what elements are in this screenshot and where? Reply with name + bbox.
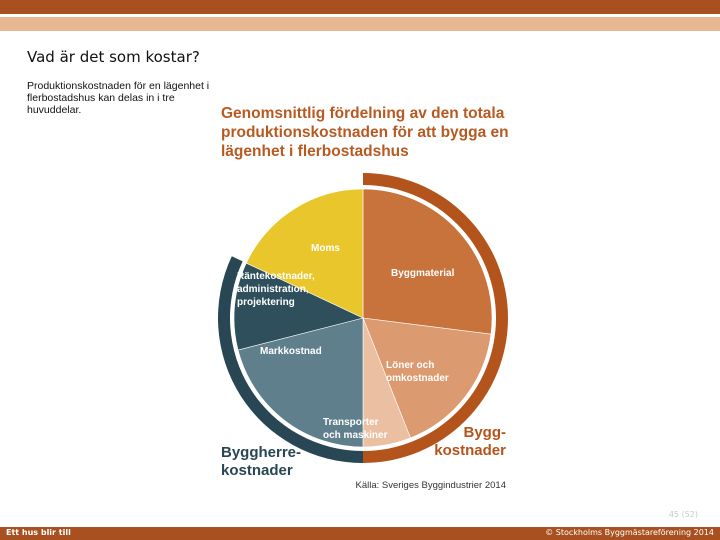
pie-slice-moms bbox=[245, 188, 364, 319]
pie-slice-markkostnad bbox=[237, 317, 364, 448]
slice-label-markkostnad: Markkostnad bbox=[260, 346, 322, 357]
slice-label-r-ntekostnader-administration-projektering: Räntekostnader, administration, projekteri… bbox=[237, 271, 315, 308]
page-number: 45 (52) bbox=[668, 510, 698, 519]
chart-title: Genomsnittlig fördelning av den totala p… bbox=[221, 105, 509, 160]
chart-source: Källa: Sveriges Byggindustrier 2014 bbox=[355, 480, 506, 491]
body-text: Produktionskostnaden för en lägenhet i f… bbox=[27, 80, 210, 116]
footer-left-text: Ett hus blir till bbox=[6, 528, 71, 537]
group-label-bygg-kostnader: Bygg-kostnader bbox=[434, 424, 506, 459]
pie-slice-byggmaterial bbox=[362, 188, 493, 335]
slice-label-byggmaterial: Byggmaterial bbox=[391, 268, 455, 279]
slide-title: Vad är det som kostar? bbox=[27, 48, 200, 66]
slice-label-moms: Moms bbox=[311, 243, 340, 254]
top-accent-bar-light bbox=[0, 17, 720, 31]
pie-slice-l-ner-och-omkostnader bbox=[362, 317, 492, 439]
footer-copyright: © Stockholms Byggmästareförening 2014 bbox=[545, 528, 714, 537]
top-accent-bar bbox=[0, 0, 720, 14]
group-label-byggherre-kostnader: Byggherre-kostnader bbox=[221, 444, 301, 479]
slice-label-transporter-och-maskiner: Transporter och maskiner bbox=[323, 417, 388, 441]
footer-bar bbox=[0, 527, 720, 540]
slice-label-l-ner-och-omkostnader: Löner och omkostnader bbox=[386, 360, 449, 384]
group-ring-byggherre-kostnader bbox=[217, 256, 363, 463]
pie-slice-r-ntekostnader-administration-projektering bbox=[233, 262, 364, 351]
